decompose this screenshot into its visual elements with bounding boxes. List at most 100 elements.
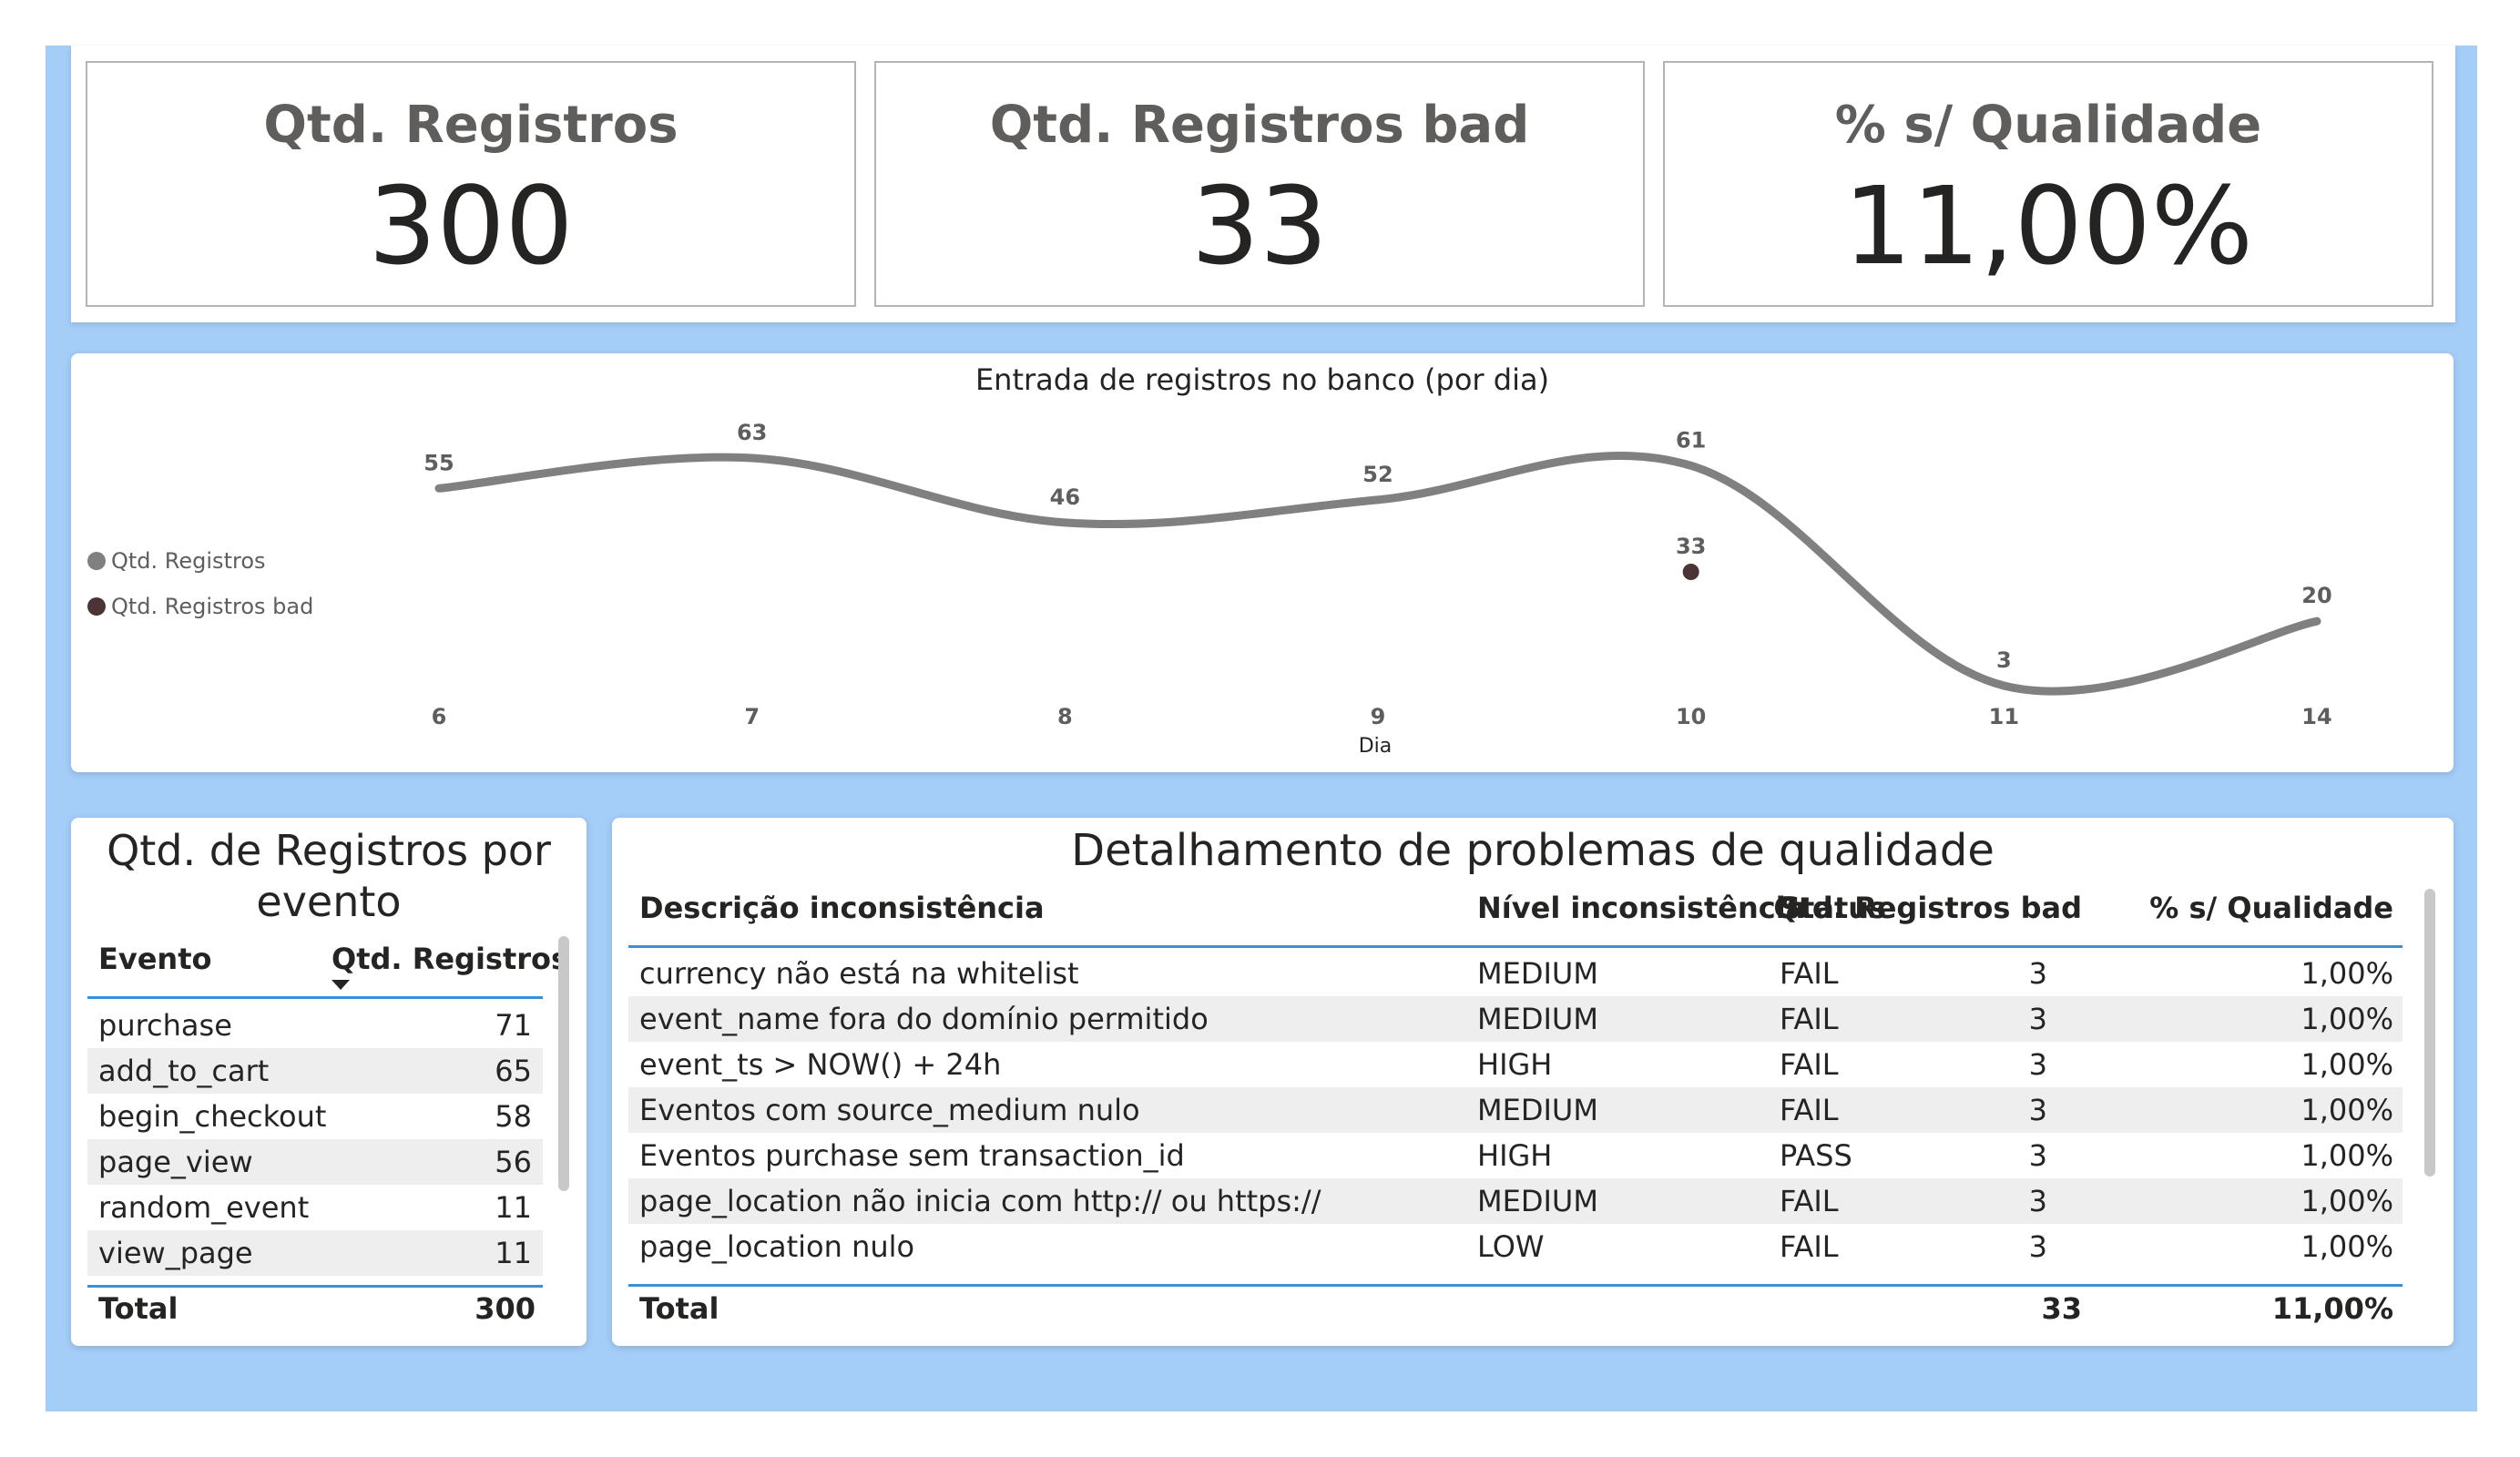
events-total-label: Total xyxy=(98,1291,179,1326)
description-cell: page_location não inicia com http:// ou … xyxy=(639,1184,1321,1218)
table-row[interactable]: Eventos purchase sem transaction_id HIGH P… xyxy=(628,1133,2403,1178)
table-row[interactable]: event_ts > NOW() + 24h HIGH FAIL 3 1,00% xyxy=(628,1042,2403,1087)
pct-qualidade-cell: 1,00% xyxy=(2301,1093,2393,1127)
quality-table-panel[interactable]: Detalhamento de problemas de qualidade D… xyxy=(612,818,2454,1346)
status-cell: FAIL xyxy=(1780,1093,1839,1127)
table-row[interactable]: page_view 56 xyxy=(87,1139,543,1185)
event-name-cell: purchase xyxy=(98,1008,232,1043)
table-row[interactable]: random_event 11 xyxy=(87,1185,543,1230)
header-divider xyxy=(628,945,2403,948)
table-row[interactable]: page_location nulo LOW FAIL 3 1,00% xyxy=(628,1224,2403,1269)
quality-total-bad: 33 xyxy=(2041,1291,2082,1326)
table-row[interactable]: begin_checkout 58 xyxy=(87,1094,543,1139)
chart-legend[interactable]: Qtd. Registros Qtd. Registros bad xyxy=(87,548,313,619)
x-tick-label-5: 11 xyxy=(1989,704,2019,729)
description-cell: event_ts > NOW() + 24h xyxy=(639,1047,1002,1082)
table-row[interactable]: add_to_cart 65 xyxy=(87,1048,543,1094)
kpi-title: Qtd. Registros xyxy=(263,96,678,155)
series-line-qtd-registros[interactable] xyxy=(434,451,2321,696)
event-count-cell: 11 xyxy=(495,1236,532,1270)
data-label-registros-bad-4: 33 xyxy=(1676,534,1706,559)
pct-qualidade-cell: 1,00% xyxy=(2301,1229,2393,1264)
data-label-registros-6: 20 xyxy=(2301,583,2331,608)
sort-descending-icon[interactable] xyxy=(332,980,350,990)
col-header-pct-qualidade[interactable]: % s/ Qualidade xyxy=(2149,891,2393,925)
table-row[interactable]: page_location não inicia com http:// ou … xyxy=(628,1178,2403,1224)
quality-scrollbar[interactable] xyxy=(2424,889,2435,1177)
x-axis-label: Dia xyxy=(1359,735,1393,758)
pct-qualidade-cell: 1,00% xyxy=(2301,1047,2393,1082)
events-scrollbar[interactable] xyxy=(558,936,569,1191)
table-row[interactable]: view_page 11 xyxy=(87,1230,543,1276)
description-cell: Eventos purchase sem transaction_id xyxy=(639,1138,1185,1173)
col-header-status[interactable]: Status xyxy=(1780,891,1887,925)
col-header-descricao[interactable]: Descrição inconsistência xyxy=(639,891,1045,925)
level-cell: HIGH xyxy=(1477,1138,1553,1173)
kpi-value: 33 xyxy=(1190,163,1329,289)
legend-marker-0[interactable] xyxy=(87,552,106,570)
description-cell: event_name fora do domínio permitido xyxy=(639,1002,1209,1036)
table-row[interactable]: Eventos com source_medium nulo MEDIUM FAIL… xyxy=(628,1087,2403,1133)
legend-label-0[interactable]: Qtd. Registros xyxy=(111,548,266,574)
col-header-evento[interactable]: Evento xyxy=(98,942,212,976)
event-name-cell: random_event xyxy=(98,1190,310,1225)
table-row[interactable]: event_name fora do domínio permitido MEDI… xyxy=(628,996,2403,1042)
event-name-cell: view_page xyxy=(98,1236,253,1270)
registros-bad-cell: 3 xyxy=(2028,1002,2047,1036)
kpi-value: 11,00% xyxy=(1843,163,2253,289)
kpi-card-registros-bad[interactable]: Qtd. Registros bad 33 xyxy=(874,61,1645,307)
legend-marker-1[interactable] xyxy=(87,597,106,616)
kpi-title: % s/ Qualidade xyxy=(1834,96,2262,155)
pct-qualidade-cell: 1,00% xyxy=(2301,1002,2393,1036)
status-cell: FAIL xyxy=(1780,1229,1839,1264)
x-tick-label-3: 9 xyxy=(1371,704,1386,729)
status-cell: FAIL xyxy=(1780,956,1839,991)
event-count-cell: 11 xyxy=(495,1190,532,1225)
header-divider xyxy=(87,996,543,999)
event-name-cell: page_view xyxy=(98,1145,253,1179)
legend-label-1[interactable]: Qtd. Registros bad xyxy=(111,594,313,619)
data-label-registros-1: 63 xyxy=(737,420,767,445)
events-table-panel[interactable]: Qtd. de Registros por evento Evento Qtd.… xyxy=(71,818,587,1346)
level-cell: MEDIUM xyxy=(1477,1093,1598,1127)
registros-bad-cell: 3 xyxy=(2028,1229,2047,1264)
x-tick-label-2: 8 xyxy=(1057,704,1073,729)
level-cell: LOW xyxy=(1477,1229,1545,1264)
col-header-nivel[interactable]: Nível inconsistência xyxy=(1477,891,1806,925)
kpi-value: 300 xyxy=(368,163,574,289)
table-row[interactable]: purchase 71 xyxy=(87,1003,543,1048)
data-label-registros-4: 61 xyxy=(1676,427,1706,453)
kpi-card-registros[interactable]: Qtd. Registros 300 xyxy=(86,61,856,307)
data-label-registros-2: 46 xyxy=(1050,484,1080,510)
total-divider xyxy=(628,1284,2403,1287)
col-header-registros-bad[interactable]: Qtd. Registros bad xyxy=(1773,891,2082,925)
status-cell: PASS xyxy=(1780,1138,1852,1173)
table-row[interactable]: currency não está na whitelist MEDIUM FAIL… xyxy=(628,951,2403,996)
x-tick-label-6: 14 xyxy=(2301,704,2331,729)
line-chart-panel[interactable]: Entrada de registros no banco (por dia) … xyxy=(71,353,2454,772)
events-total-value: 300 xyxy=(474,1291,536,1326)
level-cell: MEDIUM xyxy=(1477,956,1598,991)
total-divider xyxy=(87,1285,543,1288)
x-tick-label-0: 6 xyxy=(432,704,447,729)
data-label-registros-3: 52 xyxy=(1362,462,1393,487)
kpi-card-pct-qualidade[interactable]: % s/ Qualidade 11,00% xyxy=(1663,61,2433,307)
event-count-cell: 58 xyxy=(495,1099,532,1134)
x-tick-label-1: 7 xyxy=(744,704,760,729)
registros-bad-cell: 3 xyxy=(2028,956,2047,991)
chart-title: Entrada de registros no banco (por dia) xyxy=(975,362,1549,397)
registros-bad-cell: 3 xyxy=(2028,1093,2047,1127)
events-table-title: Qtd. de Registros por evento xyxy=(107,826,551,926)
data-point-registros-bad-4[interactable] xyxy=(1682,564,1699,580)
level-cell: MEDIUM xyxy=(1477,1184,1598,1218)
col-header-qtd-registros[interactable]: Qtd. Registros xyxy=(332,942,569,976)
registros-bad-cell: 3 xyxy=(2028,1047,2047,1082)
registros-bad-cell: 3 xyxy=(2028,1138,2047,1173)
event-name-cell: add_to_cart xyxy=(98,1054,270,1088)
event-name-cell: begin_checkout xyxy=(98,1099,327,1134)
registros-bad-cell: 3 xyxy=(2028,1184,2047,1218)
status-cell: FAIL xyxy=(1780,1002,1839,1036)
x-tick-label-4: 10 xyxy=(1676,704,1706,729)
description-cell: page_location nulo xyxy=(639,1229,915,1264)
quality-total-pct: 11,00% xyxy=(2271,1291,2393,1326)
